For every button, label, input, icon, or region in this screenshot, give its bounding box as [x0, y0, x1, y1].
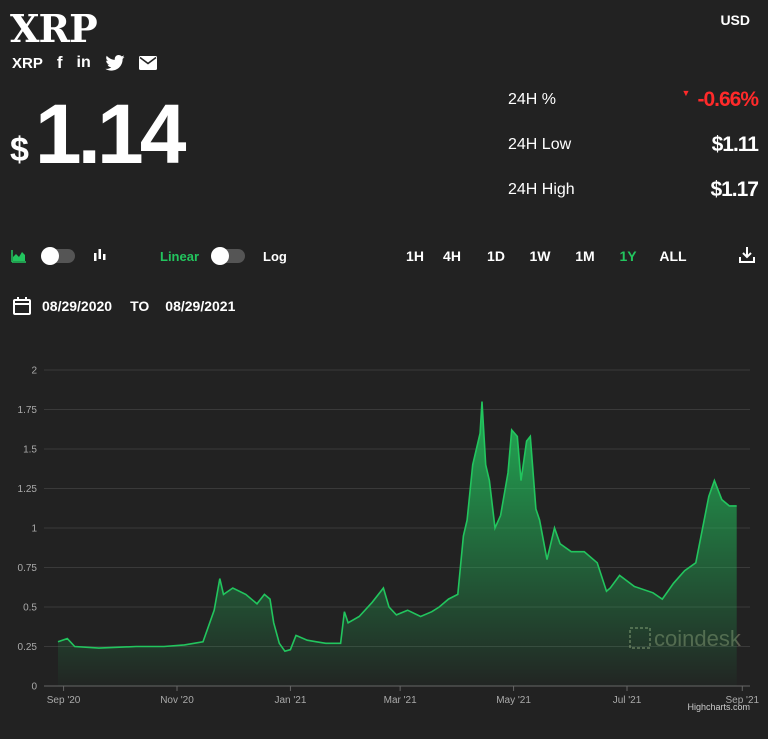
scale-controls: Linear Log — [160, 246, 287, 266]
y-tick-label: 1.5 — [23, 445, 37, 456]
y-tick-label: 1.25 — [18, 484, 38, 495]
symbol-row: XRP f in — [12, 53, 157, 72]
log-scale-label[interactable]: Log — [263, 248, 287, 264]
stat-change-row: 24H % ▼ -0.66% — [508, 88, 759, 112]
calendar-icon[interactable] — [12, 296, 32, 316]
price-area — [58, 401, 737, 686]
range-1m[interactable]: 1M — [575, 248, 595, 264]
twitter-icon[interactable] — [105, 54, 125, 72]
x-tick-label: Jan '21 — [274, 695, 306, 706]
y-tick-label: 1 — [31, 524, 37, 535]
currency-selector[interactable]: USD — [720, 12, 750, 28]
range-4h[interactable]: 4H — [443, 248, 461, 264]
stat-low-row: 24H Low $1.11 — [508, 133, 759, 157]
stat-change-number: -0.66% — [697, 88, 759, 111]
stat-change-value: ▼ -0.66% — [681, 88, 759, 112]
range-1w[interactable]: 1W — [529, 248, 551, 264]
stat-change-label: 24H % — [508, 91, 557, 108]
chart-type-toggle[interactable] — [41, 247, 75, 265]
date-to[interactable]: 08/29/2021 — [165, 298, 236, 314]
x-tick-label: Mar '21 — [384, 695, 417, 706]
x-tick-label: May '21 — [496, 695, 531, 706]
y-tick-label: 0.25 — [18, 642, 38, 653]
y-tick-label: 2 — [31, 366, 37, 377]
price-display: $ 1.14 — [10, 87, 186, 181]
email-icon[interactable] — [138, 54, 157, 72]
scale-toggle-knob — [211, 247, 230, 265]
page-title: XRP — [10, 6, 98, 51]
symbol-label: XRP — [12, 54, 43, 72]
chart-type-controls — [11, 246, 107, 266]
date-to-label: TO — [130, 298, 150, 314]
stat-high-label: 24H High — [508, 181, 575, 198]
area-chart-icon[interactable] — [11, 249, 27, 263]
range-1h[interactable]: 1H — [406, 248, 424, 264]
download-icon[interactable] — [738, 246, 756, 269]
down-triangle-icon: ▼ — [681, 88, 691, 98]
y-axis: 0 0.25 0.5 0.75 1 1.25 1.5 1.75 2 — [18, 366, 38, 693]
y-tick-label: 1.75 — [18, 405, 38, 416]
x-axis: Sep '20 Nov '20 Jan '21 Mar '21 May '21 Jul '… — [47, 686, 760, 706]
chart-credits[interactable]: Highcharts.com — [687, 702, 750, 712]
scale-toggle[interactable] — [211, 247, 246, 265]
stat-high-row: 24H High $1.17 — [508, 178, 759, 202]
range-1y[interactable]: 1Y — [619, 248, 637, 264]
x-tick-label: Sep '21 — [725, 695, 759, 706]
x-tick-label: Sep '20 — [47, 695, 81, 706]
stat-low-label: 24H Low — [508, 136, 572, 153]
linear-scale-label[interactable]: Linear — [160, 248, 200, 264]
time-range-selector: 1H 4H 1D 1W 1M 1Y ALL — [400, 248, 698, 264]
price-line — [57, 401, 737, 653]
range-1d[interactable]: 1D — [487, 248, 505, 264]
y-tick-label: 0.75 — [18, 563, 38, 574]
price-currency-symbol: $ — [10, 131, 29, 169]
y-tick-label: 0.5 — [23, 603, 37, 614]
x-tick-label: Jul '21 — [613, 695, 642, 706]
stat-high-value: $1.17 — [710, 178, 759, 201]
price-value: 1.14 — [34, 87, 186, 181]
date-from[interactable]: 08/29/2020 — [42, 298, 113, 314]
y-tick-label: 0 — [31, 682, 37, 693]
range-all[interactable]: ALL — [659, 248, 687, 264]
candlestick-icon[interactable] — [93, 248, 107, 264]
x-tick-label: Nov '20 — [160, 695, 194, 706]
stat-low-value: $1.11 — [711, 133, 759, 156]
chart-type-toggle-knob — [41, 247, 59, 265]
facebook-icon[interactable]: f — [56, 53, 63, 72]
date-range-row: 08/29/2020 TO 08/29/2021 — [12, 296, 235, 316]
linkedin-icon[interactable]: in — [76, 54, 91, 71]
